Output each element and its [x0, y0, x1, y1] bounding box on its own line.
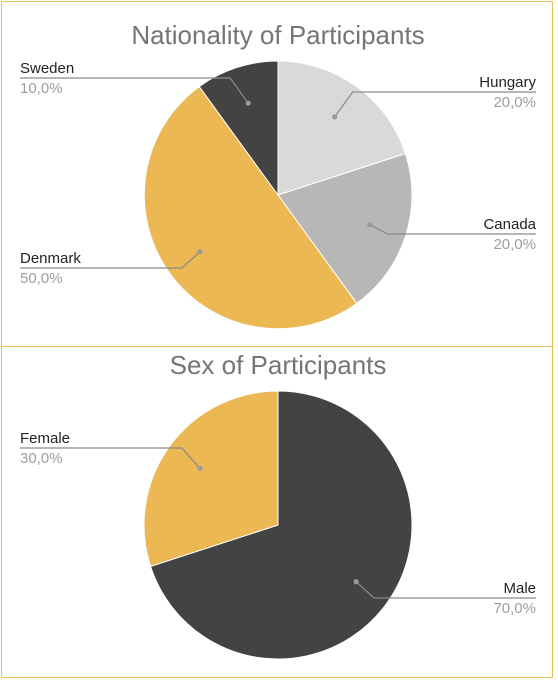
chart2-title: Sex of Participants: [170, 350, 387, 380]
chart1-slice-hungary: [277, 60, 407, 196]
chart1-label-sweden: Sweden: [20, 60, 74, 77]
chart1-title: Nationality of Participants: [131, 20, 424, 50]
chart2-slices: [143, 390, 413, 660]
chart1-label-canada: Canada: [483, 216, 536, 233]
chart1-callout-dot-denmark: [197, 249, 203, 255]
chart2-label-female: Female: [20, 430, 70, 447]
chart2-callout-dot-female: [197, 465, 203, 471]
chart2-percent-male: 70,0%: [493, 600, 536, 617]
chart1-percent-denmark: 50,0%: [20, 270, 63, 287]
chart1-label-denmark: Denmark: [20, 250, 81, 267]
chart1-slice-denmark: [143, 85, 358, 330]
chart1-slice-canada: [277, 152, 413, 305]
chart1-callout-line-canada: [369, 224, 536, 235]
chart1-callout-dot-canada: [367, 222, 373, 228]
chart1-callout-dot-hungary: [332, 114, 338, 120]
chart1-callout-line-hungary: [334, 91, 536, 118]
chart1-label-hungary: Hungary: [479, 74, 536, 91]
chart2-callout-dot-male: [353, 579, 359, 585]
chart2-slice-female: [143, 390, 279, 568]
chart1-percent-canada: 20,0%: [493, 236, 536, 253]
chart1-callout-line-sweden: [20, 77, 249, 104]
chart1-percent-sweden: 10,0%: [20, 80, 63, 97]
chart2-percent-female: 30,0%: [20, 450, 63, 467]
chart2-slice-male: [149, 390, 413, 660]
chart1-callout-dot-sweden: [245, 100, 251, 106]
chart1-labels: Hungary 20,0% Canada 20,0% Denmark 50,0% Swede…: [20, 60, 537, 287]
chart1-slices: [143, 60, 413, 330]
chart2-callout-line-female: [20, 447, 201, 469]
chart1-callout-line-denmark: [20, 251, 201, 269]
chart2-labels: Male 70,0% Female 30,0%: [20, 430, 536, 617]
chart1-slice-sweden: [198, 60, 279, 197]
chart1-percent-hungary: 20,0%: [493, 94, 536, 111]
chart2-label-male: Male: [503, 580, 536, 597]
chart2-callout-line-male: [355, 581, 536, 599]
